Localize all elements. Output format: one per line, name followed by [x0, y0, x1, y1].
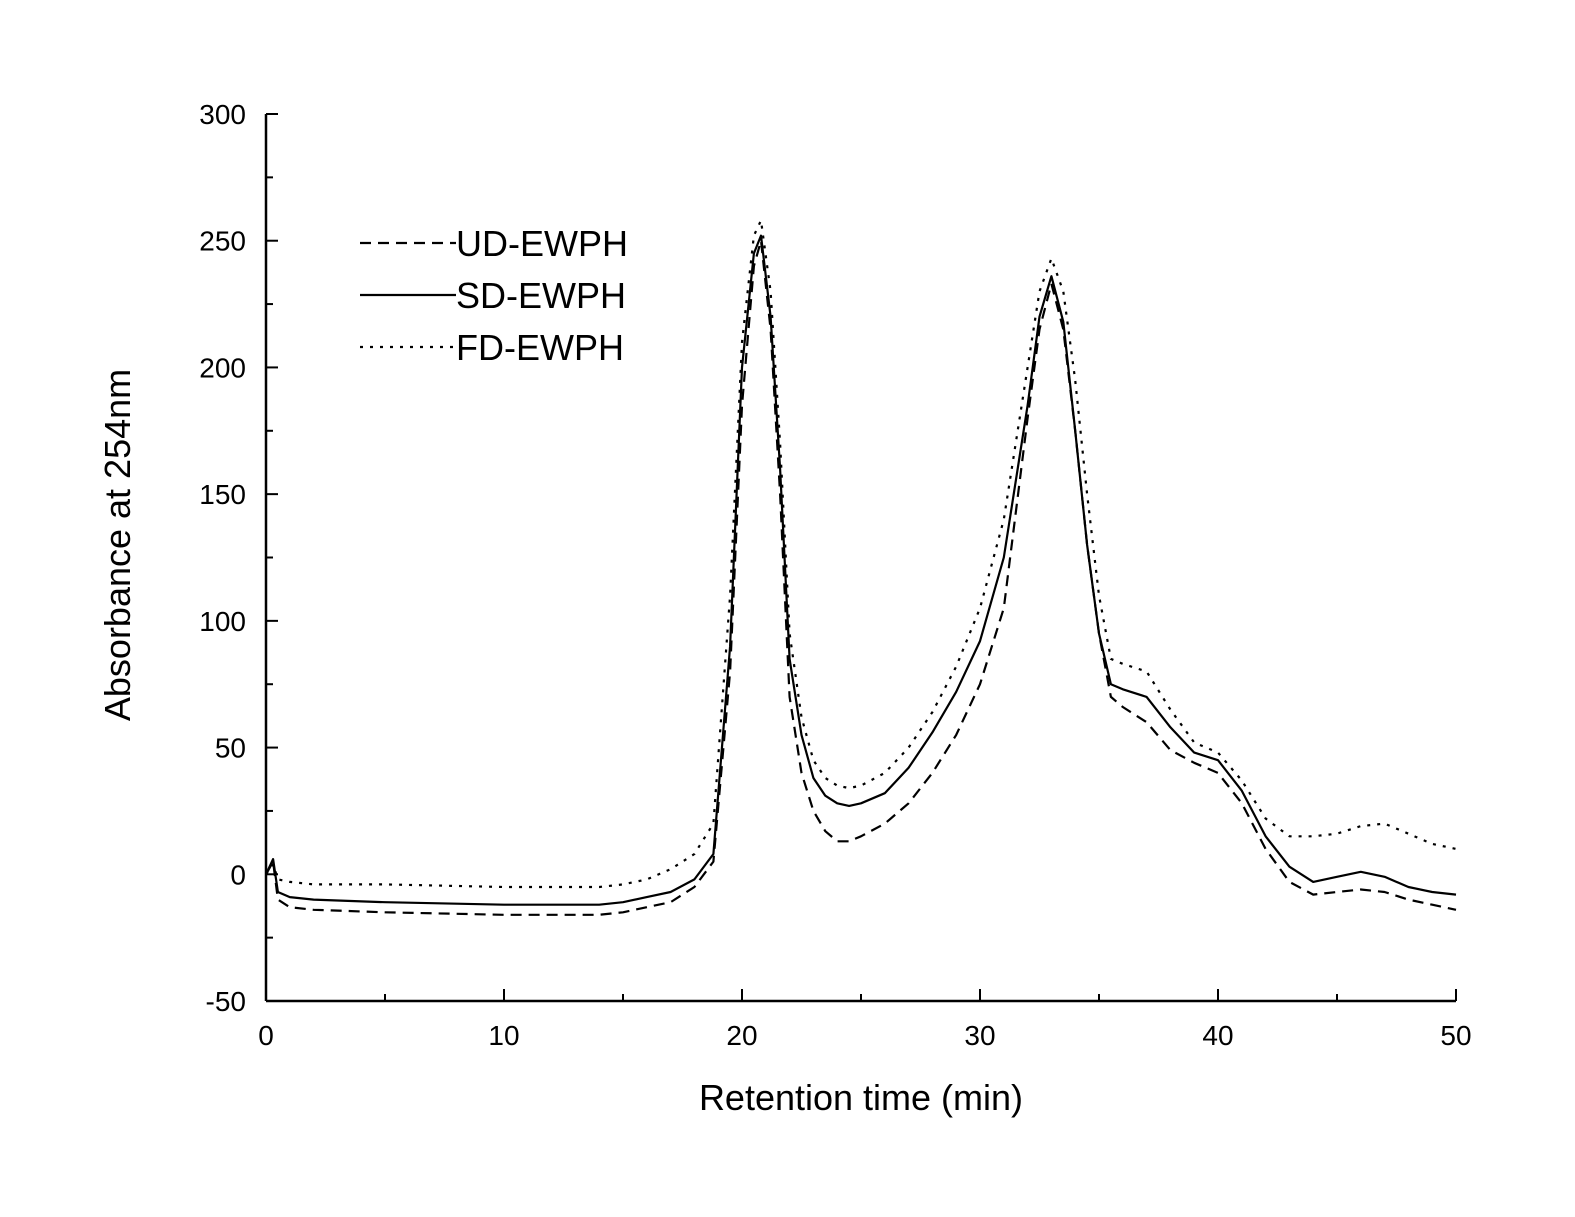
y-tick-label: 200 [199, 352, 246, 383]
y-tick-label: 100 [199, 606, 246, 637]
x-tick-label: 50 [1440, 1020, 1471, 1051]
series-line-sd-ewph [265, 234, 1457, 906]
axes [264, 114, 1456, 1003]
series-layer [265, 219, 1457, 916]
legend-label: UD-EWPH [456, 223, 628, 264]
ticks: 0 10 20 30 40 50 -50 0 50 100 150 200 250 300 [199, 99, 1471, 1051]
y-tick-label: 50 [215, 733, 246, 764]
x-tick-label: 10 [488, 1020, 519, 1051]
legend-label: SD-EWPH [456, 275, 626, 316]
x-tick-label: 30 [964, 1020, 995, 1051]
legend: UD-EWPH SD-EWPH FD-EWPH [360, 223, 628, 368]
x-tick-label: 20 [726, 1020, 757, 1051]
x-axis-title: Retention time (min) [699, 1077, 1023, 1118]
y-tick-label: 250 [199, 226, 246, 257]
y-tick-label: 0 [230, 859, 246, 890]
legend-label: FD-EWPH [456, 327, 624, 368]
series-line-fd-ewph [265, 219, 1457, 889]
series-line-ud-ewph [265, 239, 1457, 916]
y-tick-label: -50 [206, 986, 246, 1017]
y-axis-title: Absorbance at 254nm [97, 369, 138, 721]
y-tick-label: 150 [199, 479, 246, 510]
x-tick-label: 0 [258, 1020, 274, 1051]
x-tick-label: 40 [1202, 1020, 1233, 1051]
y-tick-label: 300 [199, 99, 246, 130]
